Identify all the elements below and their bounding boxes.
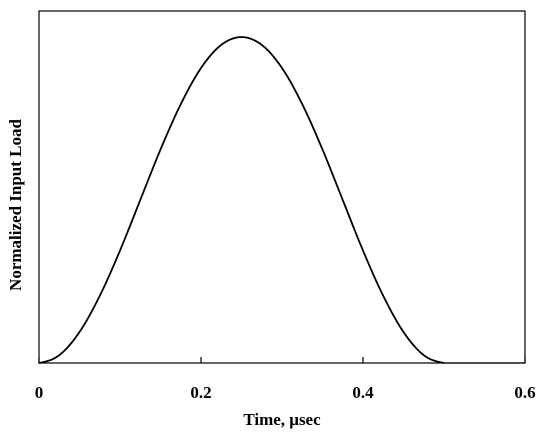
x-tick-label: 0.2 [190,383,211,402]
x-tick-label: 0 [35,383,44,402]
y-axis-label: Normalized Input Load [6,119,25,291]
x-axis-tick-labels: 0 0.2 0.4 0.6 [35,383,536,402]
x-axis-ticks [38,357,526,363]
plot-frame [38,10,526,364]
series-line [38,36,445,364]
x-axis-label: Time, μsec [243,410,321,429]
x-tick-label: 0.4 [352,383,374,402]
x-tick-label: 0.6 [514,383,535,402]
